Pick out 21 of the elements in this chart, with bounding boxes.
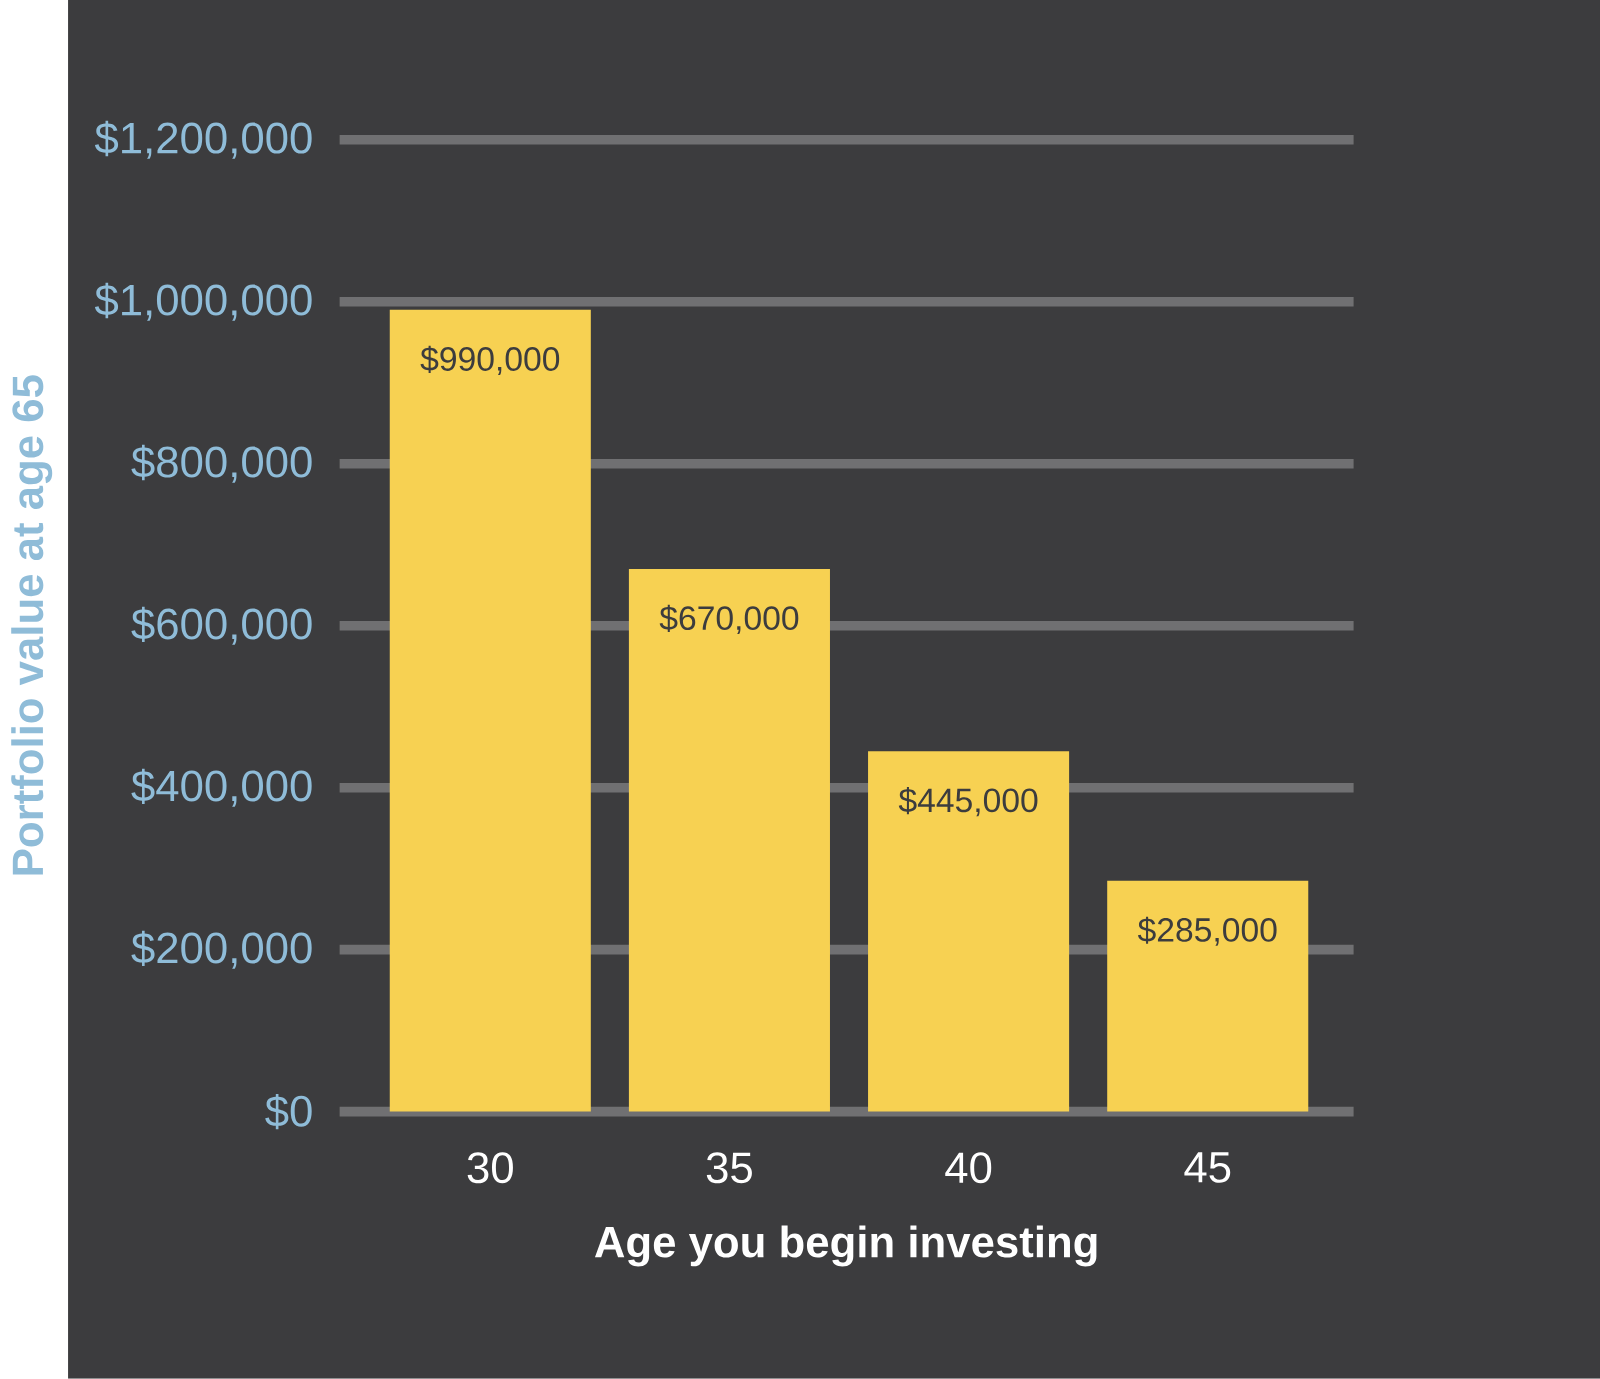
y-tick-label: $1,200,000: [94, 120, 312, 159]
y-tick-label: $0: [265, 1094, 312, 1130]
bar: [628, 569, 830, 1112]
data-label: $670,000: [659, 604, 799, 635]
x-tick-label: 35: [706, 1152, 752, 1184]
y-axis-title: Portfolio value at age 65: [11, 375, 53, 875]
y-tick-label: $400,000: [131, 768, 312, 807]
x-axis-title: Age you begin investing: [594, 1225, 1097, 1267]
bar: [1107, 880, 1309, 1112]
y-tick-label: $1,000,000: [94, 282, 312, 321]
bar: [868, 751, 1070, 1112]
data-label: $990,000: [420, 345, 560, 376]
y-tick-label: $200,000: [131, 930, 312, 969]
y-tick-label: $600,000: [131, 606, 312, 645]
y-tick-label: $800,000: [131, 444, 312, 483]
bar: [389, 309, 591, 1112]
x-tick-label: 40: [945, 1152, 992, 1184]
data-label: $285,000: [1137, 916, 1277, 946]
data-label: $445,000: [898, 787, 1038, 817]
x-tick-label: 45: [1184, 1152, 1231, 1183]
x-tick-label: 30: [467, 1152, 513, 1184]
